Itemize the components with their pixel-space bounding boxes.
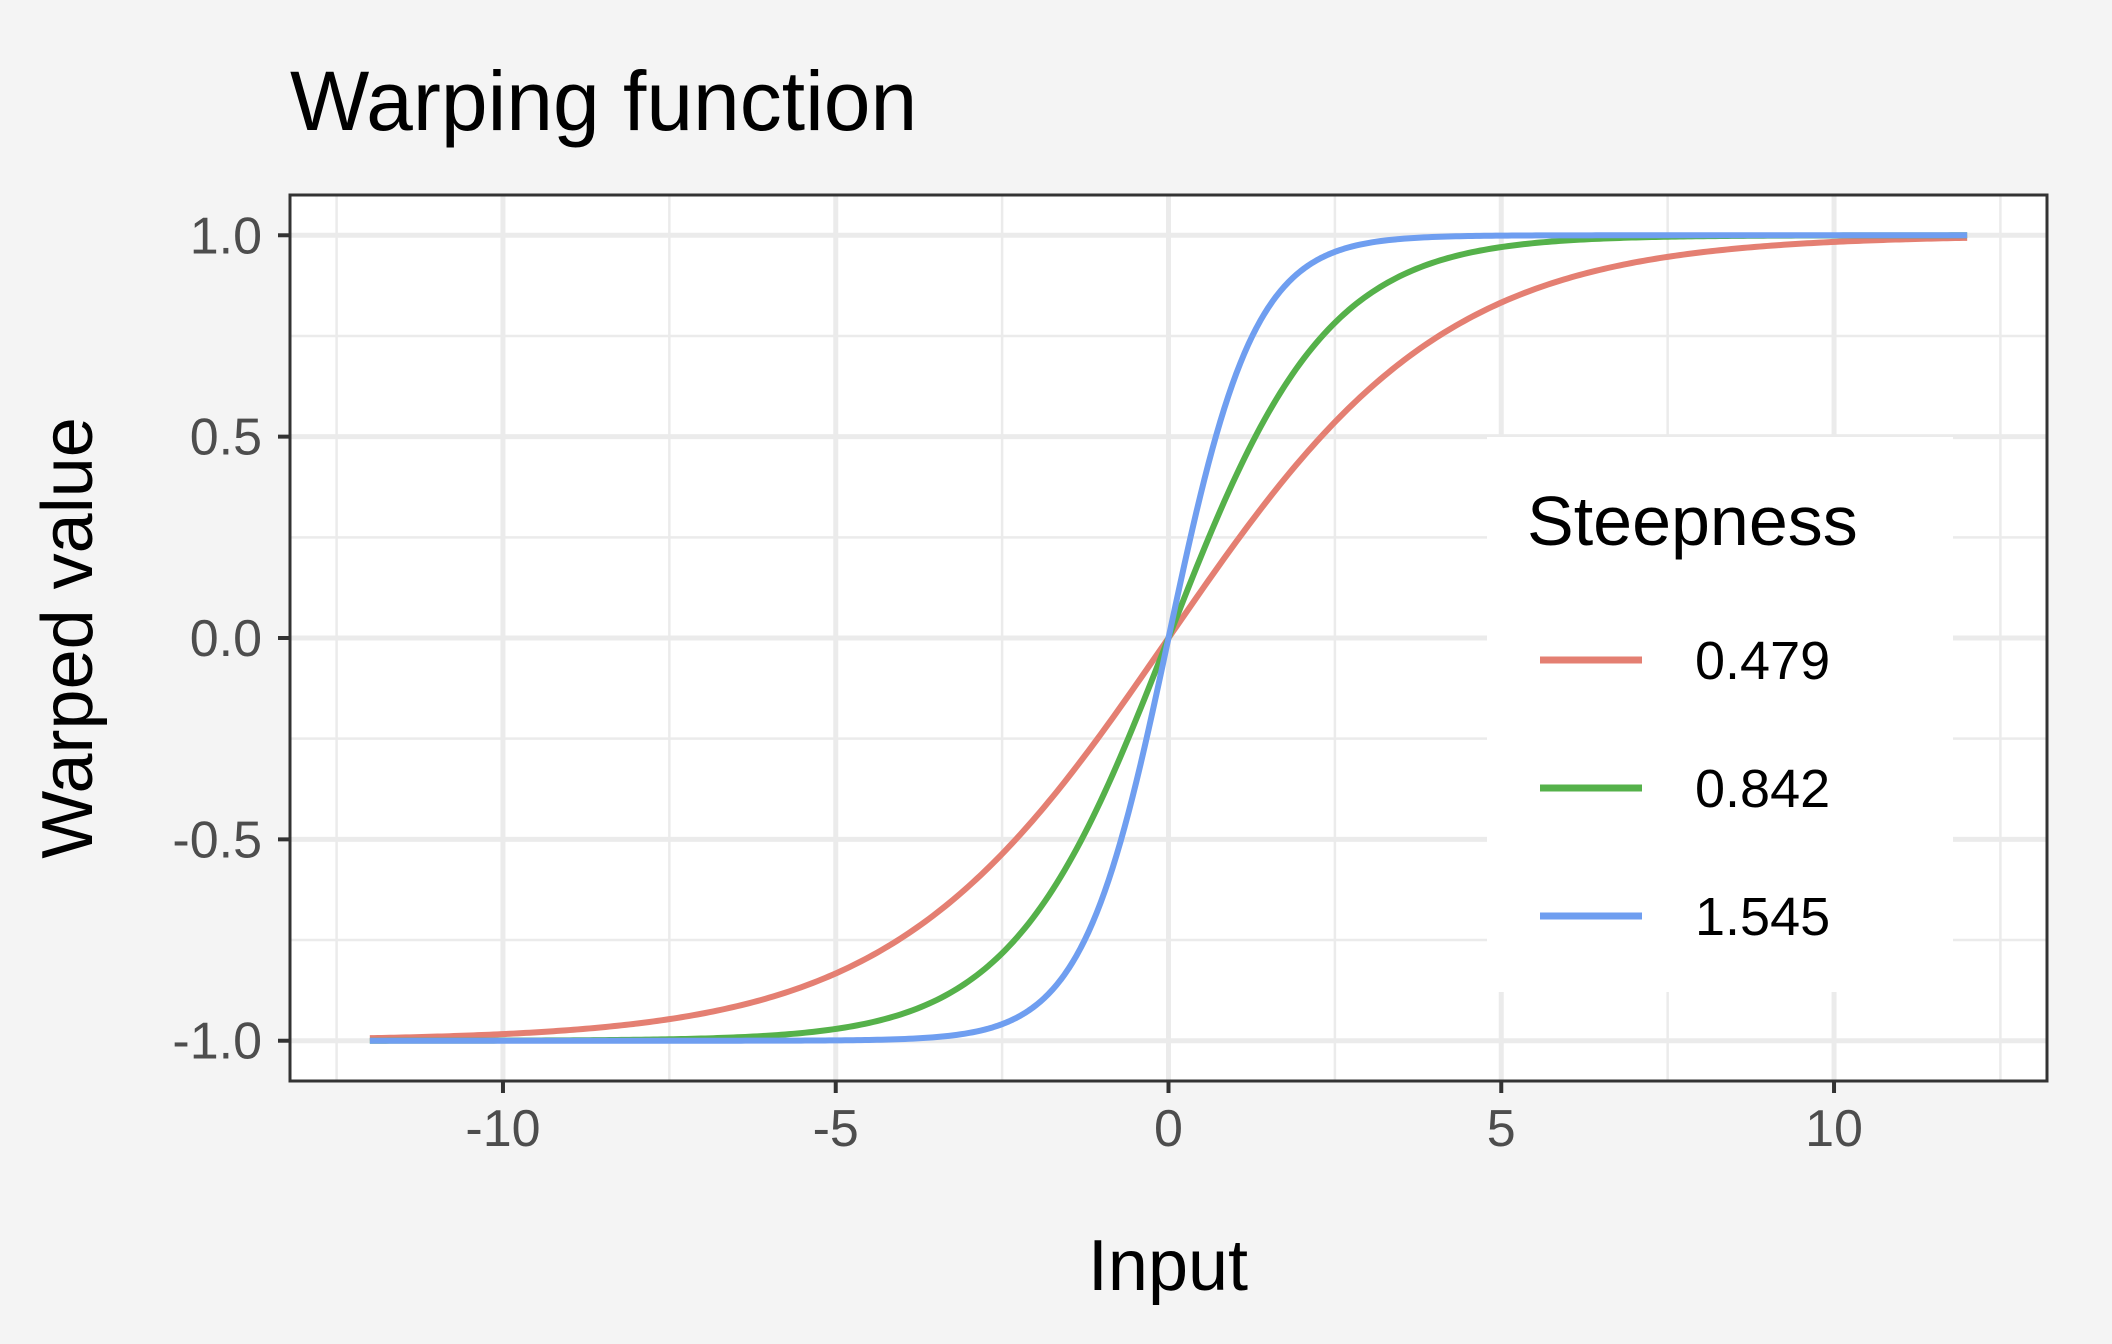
y-axis: -1.0 -0.5 0.0 0.5 1.0 [172,207,290,1071]
legend-label: 1.545 [1695,887,1830,947]
y-tick-label: 0.5 [190,409,262,467]
x-tick-label: 5 [1487,1100,1516,1158]
x-tick-label: 10 [1805,1100,1863,1158]
x-tick-label: -5 [813,1100,859,1158]
x-axis: -10 -5 0 5 10 [465,1081,1863,1158]
x-axis-title: Input [1088,1226,1248,1306]
legend-label: 0.842 [1695,759,1830,819]
x-tick-label: -10 [465,1100,540,1158]
legend-title: Steepness [1527,482,1858,560]
legend-entries: 0.479 0.842 1.545 [1540,631,1830,947]
y-tick-label: -1.0 [172,1013,262,1071]
y-axis-title: Warped value [28,417,108,859]
series-lines [369,232,1968,1044]
legend-label: 0.479 [1695,631,1830,691]
y-tick-label: 1.0 [190,207,262,265]
y-tick-label: 0.0 [190,610,262,668]
x-tick-label: 0 [1154,1100,1183,1158]
legend: Steepness 0.479 0.842 1.545 [1487,437,1953,992]
y-tick-label: -0.5 [172,811,262,869]
chart-title: Warping function [290,54,917,148]
legend-background [1487,437,1953,992]
series-line-1.545 [369,232,1968,1044]
